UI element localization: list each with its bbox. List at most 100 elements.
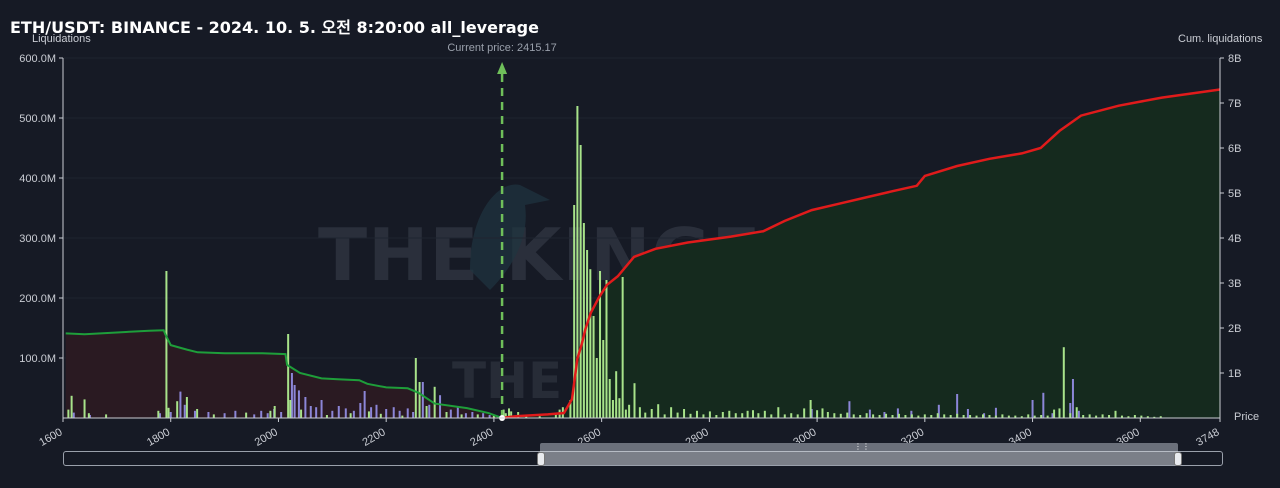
bar-green: [702, 414, 705, 418]
bar-purple: [169, 412, 172, 418]
bar-green: [1101, 414, 1104, 418]
bar-green: [287, 334, 290, 418]
bar-purple: [966, 409, 969, 418]
bar-green: [1146, 416, 1149, 418]
bar-green: [628, 404, 631, 418]
short-liquidation-area: [65, 330, 502, 418]
bar-green: [618, 398, 621, 418]
bar-green: [589, 269, 592, 418]
bar-green: [157, 410, 160, 418]
bar-purple: [488, 415, 491, 418]
bar-green: [676, 412, 679, 418]
range-slider-window[interactable]: [540, 451, 1178, 465]
y-tick-label: 400.0M: [19, 173, 56, 185]
bar-green: [943, 414, 946, 418]
bar-purple: [883, 412, 886, 418]
current-price-label: Current price: 2415.17: [447, 42, 556, 54]
bar-green: [751, 410, 754, 418]
bar-green: [923, 414, 926, 418]
bar-purple: [1077, 410, 1080, 418]
bar-green: [981, 414, 984, 418]
bar-green: [586, 250, 589, 418]
bar-green: [1127, 416, 1130, 418]
bar-green: [872, 414, 875, 418]
bar-purple: [223, 413, 226, 418]
bar-purple: [290, 373, 293, 418]
bar-purple: [207, 412, 210, 418]
bar-green: [657, 404, 660, 418]
bar-purple: [994, 407, 997, 418]
bar-purple: [352, 410, 355, 418]
slider-grip-icon[interactable]: ⋮⋮: [854, 442, 870, 451]
bar-green: [1153, 416, 1156, 418]
bar-green: [273, 406, 276, 418]
bar-purple: [385, 409, 388, 418]
liquidation-bars: [67, 106, 1162, 418]
right-axis-title: Cum. liquidations: [1178, 33, 1263, 45]
bar-green: [1001, 414, 1004, 418]
bar-green: [576, 106, 579, 418]
bar-purple: [1071, 379, 1074, 418]
bar-green: [663, 414, 666, 418]
bar-green: [1075, 407, 1078, 418]
bar-purple: [253, 414, 256, 418]
bar-green: [1120, 415, 1123, 418]
bar-green: [904, 415, 907, 418]
x-tick-label: 3748: [1194, 426, 1221, 449]
bar-green: [757, 413, 760, 418]
bar-green: [859, 415, 862, 418]
x-tick-label: 2000: [253, 426, 280, 449]
range-slider-left-handle[interactable]: [537, 452, 545, 466]
kingfisher-logo-icon: [470, 184, 550, 290]
bar-green: [1040, 415, 1043, 418]
bar-purple: [848, 401, 851, 418]
bar-green: [212, 414, 215, 418]
y-tick-label: 200.0M: [19, 293, 56, 305]
bar-purple: [1069, 403, 1072, 418]
bar-purple: [337, 406, 340, 418]
bar-green: [504, 413, 507, 418]
bar-green: [821, 408, 824, 418]
y2-tick-label: 8B: [1228, 53, 1241, 65]
range-slider-right-handle[interactable]: [1174, 452, 1182, 466]
bar-green: [325, 415, 328, 418]
bar-green: [796, 414, 799, 418]
range-slider-bar[interactable]: [540, 443, 1178, 451]
bar-purple: [309, 406, 312, 418]
bar-purple: [363, 391, 366, 418]
bar-green: [445, 412, 448, 418]
long-liquidation-area: [501, 89, 1221, 418]
bar-green: [611, 400, 614, 418]
bar-green: [367, 411, 370, 418]
bar-green: [1014, 415, 1017, 418]
bar-purple: [412, 412, 415, 418]
bar-green: [949, 415, 952, 418]
bar-purple: [320, 400, 323, 418]
bar-green: [988, 415, 991, 418]
bar-green: [579, 145, 582, 418]
y-tick-label: 600.0M: [19, 53, 56, 65]
long-cumulative-line: [501, 88, 1221, 420]
bar-green: [165, 271, 168, 418]
bar-purple: [810, 409, 813, 418]
bar-green: [790, 413, 793, 418]
bar-green: [633, 383, 636, 418]
bar-green: [379, 413, 382, 418]
bar-green: [176, 401, 179, 418]
bar-purple: [375, 404, 378, 418]
bar-purple: [983, 413, 986, 418]
bar-green: [592, 316, 595, 418]
bar-green: [1027, 414, 1030, 418]
bar-green: [1082, 415, 1085, 418]
current-price-arrow-icon: [497, 62, 508, 74]
y2-tick-label: 2B: [1228, 323, 1241, 335]
bar-purple: [72, 412, 75, 418]
bar-green: [975, 415, 978, 418]
bar-green: [644, 412, 647, 418]
bar-green: [289, 400, 292, 418]
bar-green: [1140, 415, 1143, 418]
bar-purple: [464, 413, 467, 418]
x-tick-label: 1600: [37, 426, 64, 449]
bar-green: [741, 413, 744, 418]
